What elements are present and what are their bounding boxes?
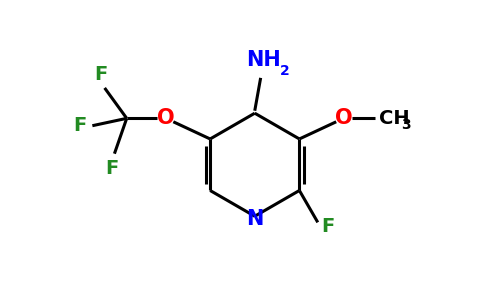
Text: O: O bbox=[335, 108, 352, 128]
Text: CH: CH bbox=[379, 109, 410, 128]
Text: NH: NH bbox=[246, 50, 281, 70]
Text: N: N bbox=[246, 209, 263, 229]
Text: 2: 2 bbox=[280, 64, 290, 78]
Text: O: O bbox=[157, 108, 175, 128]
Text: F: F bbox=[322, 217, 335, 236]
Text: 3: 3 bbox=[401, 118, 410, 132]
Text: F: F bbox=[94, 65, 107, 84]
Text: F: F bbox=[106, 159, 119, 178]
Text: F: F bbox=[73, 116, 87, 135]
